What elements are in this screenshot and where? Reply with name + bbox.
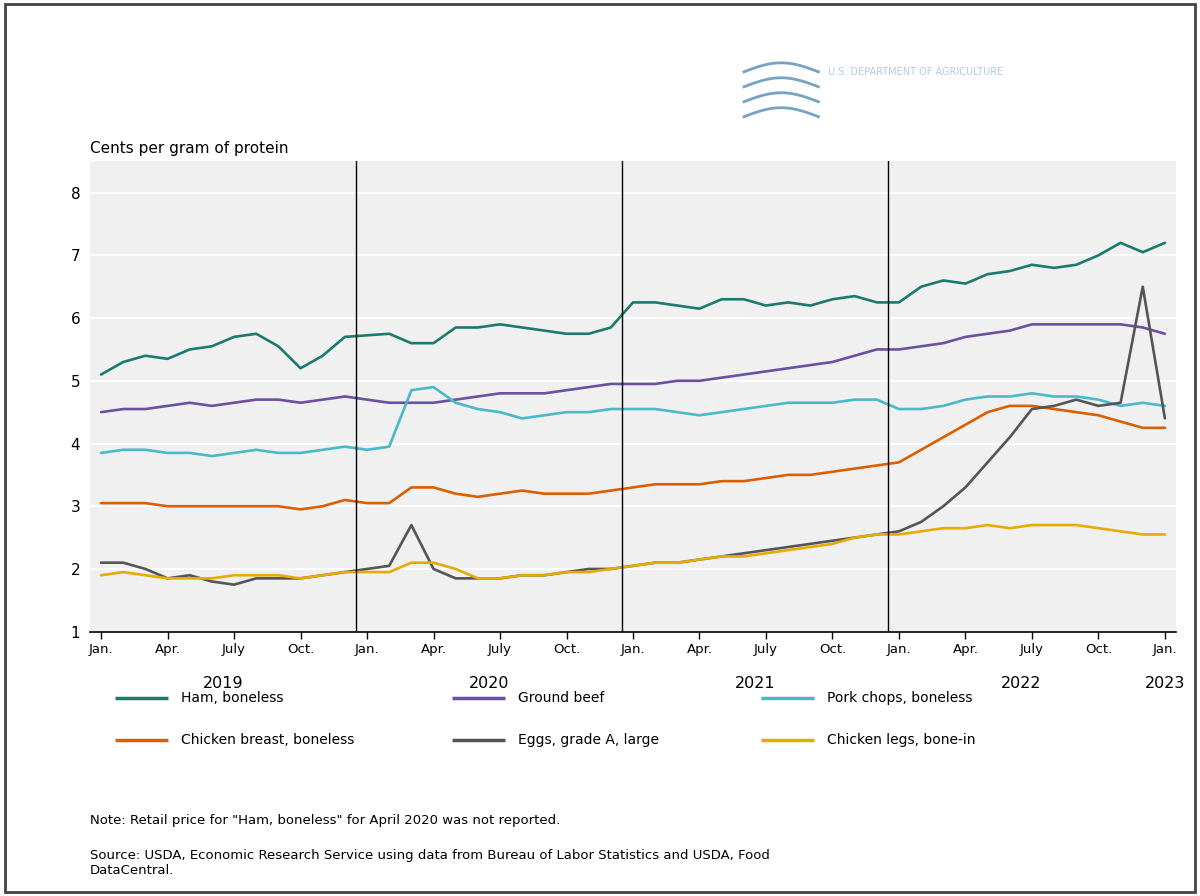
Text: Chicken legs, bone-in: Chicken legs, bone-in	[827, 733, 976, 747]
Text: Ground beef: Ground beef	[518, 691, 605, 705]
Text: Source: USDA, Economic Research Service using data from Bureau of Labor Statisti: Source: USDA, Economic Research Service …	[90, 849, 770, 877]
Text: Eggs, grade A, large: Eggs, grade A, large	[518, 733, 659, 747]
Text: 2021: 2021	[734, 676, 775, 692]
Text: 2019: 2019	[203, 676, 244, 692]
Text: Retail prices per gram of protein for selected: Retail prices per gram of protein for se…	[30, 35, 564, 55]
Text: meats, poultry, and egg products, 2019–23: meats, poultry, and egg products, 2019–2…	[30, 99, 536, 119]
Text: USDA: USDA	[712, 26, 799, 55]
Text: Ham, boneless: Ham, boneless	[181, 691, 284, 705]
Text: Cents per gram of protein: Cents per gram of protein	[90, 141, 288, 156]
Text: 2023: 2023	[1145, 676, 1186, 692]
Text: Pork chops, boneless: Pork chops, boneless	[827, 691, 973, 705]
Text: Chicken breast, boneless: Chicken breast, boneless	[181, 733, 355, 747]
Text: 2022: 2022	[1001, 676, 1042, 692]
Text: Note: Retail price for "Ham, boneless" for April 2020 was not reported.: Note: Retail price for "Ham, boneless" f…	[90, 814, 560, 827]
Text: Economic Research Service: Economic Research Service	[828, 23, 1042, 37]
Text: 2020: 2020	[469, 676, 509, 692]
Text: U.S. DEPARTMENT OF AGRICULTURE: U.S. DEPARTMENT OF AGRICULTURE	[828, 67, 1003, 77]
